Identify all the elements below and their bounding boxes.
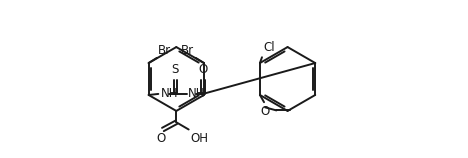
Text: NH: NH (188, 87, 205, 100)
Text: OH: OH (191, 132, 209, 145)
Text: O: O (261, 105, 270, 118)
Text: Cl: Cl (263, 41, 275, 54)
Text: NH: NH (161, 87, 178, 100)
Text: Br: Br (158, 44, 171, 57)
Text: Br: Br (182, 44, 195, 57)
Text: O: O (198, 63, 207, 76)
Text: S: S (172, 63, 179, 76)
Text: O: O (157, 132, 166, 145)
